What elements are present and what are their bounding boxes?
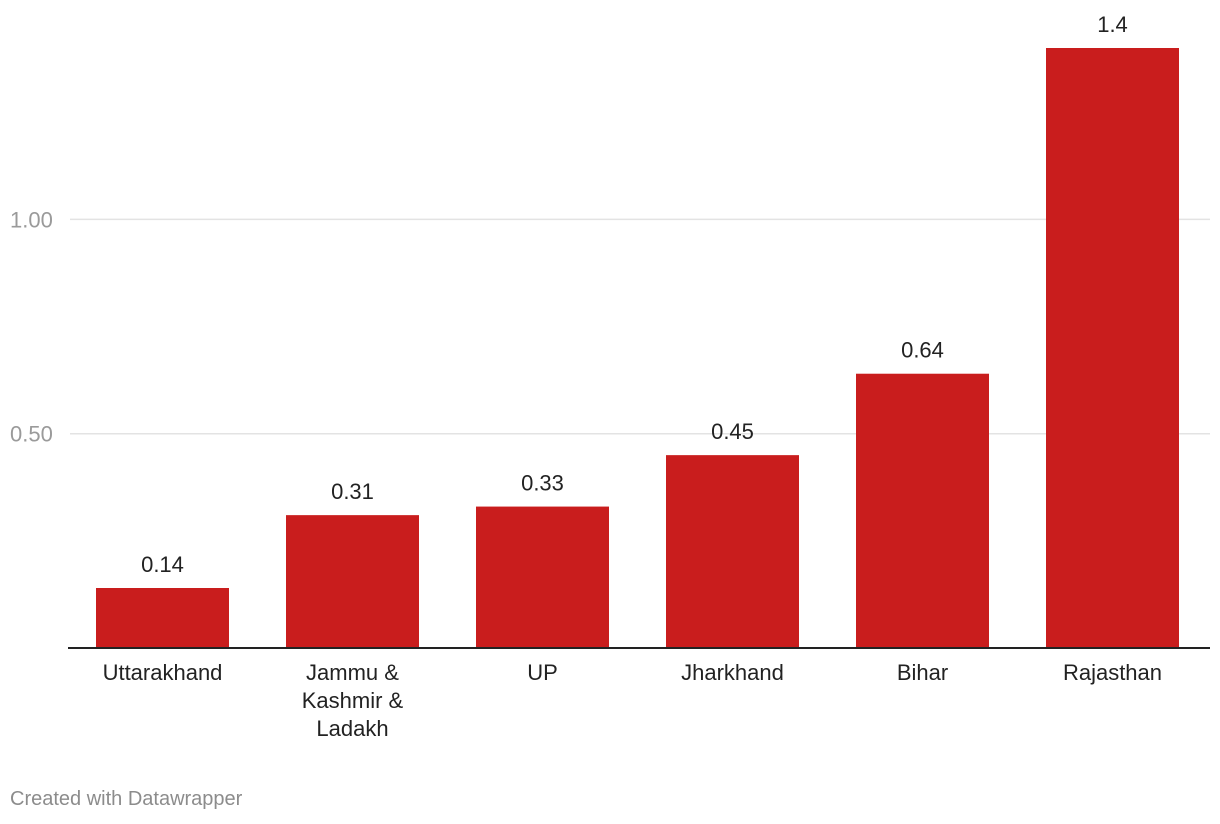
category-label: Rajasthan	[1063, 660, 1162, 685]
value-label: 1.4	[1097, 12, 1128, 37]
value-label: 0.33	[521, 471, 564, 496]
bar	[286, 515, 419, 648]
bar	[856, 373, 989, 648]
value-label: 0.31	[331, 479, 374, 504]
category-label-line: Kashmir &	[302, 688, 404, 713]
bars-layer	[96, 48, 1179, 648]
category-labels-layer: Uttarakhand Jammu & Kashmir & Ladakh UP Jhark…	[103, 660, 1162, 741]
category-label: Uttarakhand	[103, 660, 223, 685]
category-label: Jammu & Kashmir & Ladakh	[302, 660, 404, 741]
value-label: 0.14	[141, 552, 184, 577]
category-label-line: Bihar	[897, 660, 948, 685]
value-label: 0.64	[901, 338, 944, 363]
category-label: UP	[527, 660, 558, 685]
grid-layer: 0.50 1.00	[10, 207, 1210, 447]
bar	[96, 588, 229, 648]
bar	[476, 506, 609, 648]
category-label: Bihar	[897, 660, 948, 685]
category-label-line: Jharkhand	[681, 660, 784, 685]
category-label-line: Jammu &	[306, 660, 399, 685]
bar	[666, 455, 799, 648]
category-label-line: Uttarakhand	[103, 660, 223, 685]
y-tick-label: 0.50	[10, 422, 53, 447]
category-label: Jharkhand	[681, 660, 784, 685]
category-label-line: UP	[527, 660, 558, 685]
category-label-line: Rajasthan	[1063, 660, 1162, 685]
bar	[1046, 48, 1179, 648]
value-label: 0.45	[711, 419, 754, 444]
y-tick-label: 1.00	[10, 207, 53, 232]
credit-text: Created with Datawrapper	[10, 788, 243, 810]
category-label-line: Ladakh	[316, 716, 388, 741]
value-labels-layer: 0.14 0.31 0.33 0.45 0.64 1.4	[141, 12, 1128, 577]
